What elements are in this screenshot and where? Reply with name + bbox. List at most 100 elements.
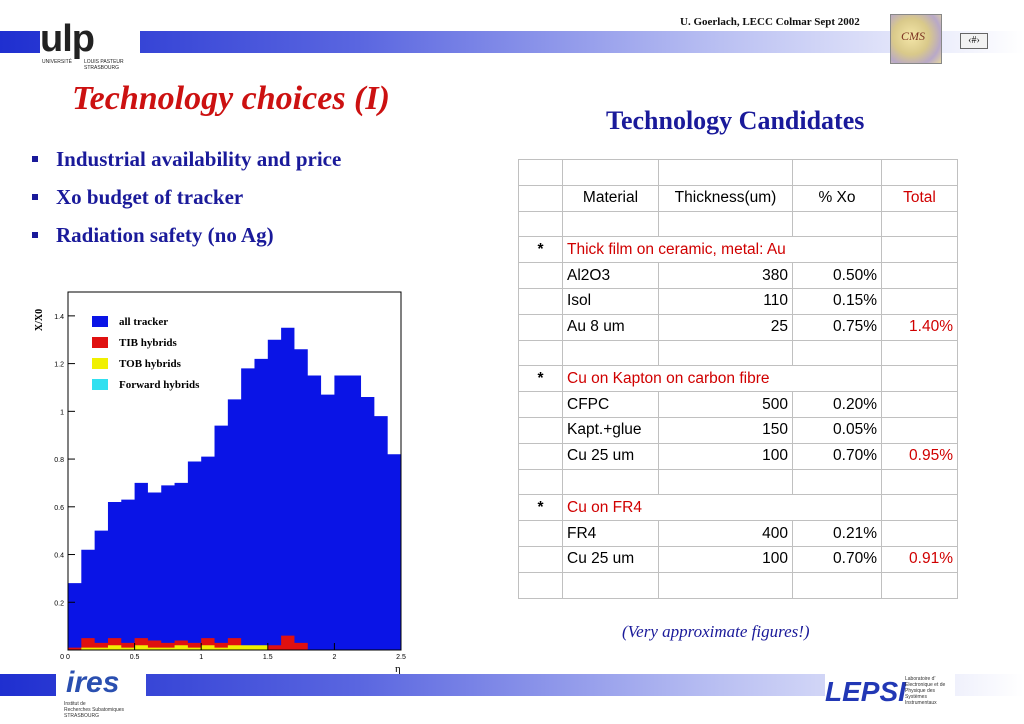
table-row — [518, 571, 958, 599]
series-area-0 — [68, 327, 401, 650]
cell-thickness: 100 — [658, 442, 793, 470]
cell-thickness: 150 — [658, 416, 793, 444]
x-tick-label: 0 — [66, 654, 70, 661]
cell-material: Al2O3 — [562, 262, 659, 289]
legend-swatch — [92, 337, 108, 348]
cell-thickness: 100 — [658, 545, 793, 573]
lepsi-logo-sub2: Electronique et de — [905, 682, 946, 688]
footer-band — [0, 674, 1024, 696]
bullet-list: Industrial availability and price Xo bud… — [32, 140, 341, 254]
bullet-square-icon — [32, 232, 38, 238]
cell-total: 0.95% — [881, 442, 958, 470]
plot-frame — [67, 291, 402, 651]
cell-total — [881, 416, 958, 444]
cms-logo-text: CMS — [901, 29, 925, 43]
y-tick-label: 1.2 — [54, 362, 64, 369]
slide-title: Technology choices (I) — [72, 80, 390, 117]
y-axis-label: X/X0 — [34, 309, 45, 331]
table-row: Cu 25 um 100 0.70% 0.91% — [518, 545, 958, 573]
cell-material: Au 8 um — [562, 313, 659, 341]
ires-logo-sub2: Recherches Subatomiques — [64, 707, 125, 713]
table-header-row: Material Thickness(um) % Xo Total — [518, 184, 958, 212]
cell-xo: 0.21% — [792, 520, 882, 547]
bullet-square-icon — [32, 156, 38, 162]
y-tick-label: 0.4 — [54, 553, 64, 560]
cell-xo: 0.70% — [792, 442, 882, 470]
legend-label: TOB hybrids — [119, 358, 182, 370]
x-axis-label: η — [395, 663, 401, 675]
cell-total — [881, 262, 958, 289]
ires-logo-sub3: STRASBOURG — [64, 713, 100, 719]
author-line: U. Goerlach, LECC Colmar Sept 2002 — [680, 16, 860, 28]
cell-material: Kapt.+glue — [562, 416, 659, 444]
x-tick-label: 2 — [332, 654, 336, 661]
lepsi-logo-sub1: Laboratoire d' — [905, 676, 936, 682]
bullet-item: Industrial availability and price — [32, 140, 341, 178]
legend-label: TIB hybrids — [119, 337, 177, 349]
bullet-item: Radiation safety (no Ag) — [32, 216, 341, 254]
group-title: Cu on Kapton on carbon fibre — [562, 365, 882, 393]
table-row — [518, 339, 958, 367]
page-number: ‹#› — [960, 33, 988, 49]
cell-xo: 0.50% — [792, 262, 882, 289]
bullet-square-icon — [32, 194, 38, 200]
ulp-logo-sub2: LOUIS PASTEUR STRASBOURG — [84, 59, 124, 71]
table-row: FR4 400 0.21% — [518, 520, 958, 547]
lepsi-logo: LEPSI Laboratoire d' Electronique et de Ph… — [825, 666, 955, 724]
cms-logo: CMS — [890, 14, 942, 64]
ulp-logo-word: ulp — [40, 18, 95, 60]
cell-total: 0.91% — [881, 545, 958, 573]
table-row: Isol 110 0.15% — [518, 287, 958, 315]
cell-thickness: 400 — [658, 520, 793, 547]
legend-label: all tracker — [119, 316, 168, 328]
series-area-1 — [68, 635, 401, 650]
group-star: * — [518, 236, 563, 264]
lepsi-logo-sub3: Physique des — [905, 688, 936, 694]
group-title-row: * Cu on FR4 — [518, 494, 958, 522]
cell-thickness: 380 — [658, 262, 793, 289]
cell-thickness: 25 — [658, 313, 793, 341]
y-tick-label: 1.4 — [54, 314, 64, 321]
header-material: Material — [562, 184, 659, 212]
table-row: CFPC 500 0.20% — [518, 391, 958, 418]
bullet-text: Radiation safety (no Ag) — [56, 222, 274, 247]
cell-material: FR4 — [562, 520, 659, 547]
x-tick-label: 0.5 — [130, 654, 140, 661]
y-tick-label: 0.6 — [54, 505, 64, 512]
cell-total: 1.40% — [881, 313, 958, 341]
cell-material: Cu 25 um — [562, 442, 659, 470]
y-tick-label: 0 — [60, 654, 64, 661]
y-tick-label: 0.8 — [54, 457, 64, 464]
group-star: * — [518, 365, 563, 393]
legend-label: Forward hybrids — [119, 379, 200, 391]
lepsi-logo-sub4: Systèmes — [905, 694, 927, 700]
ires-logo-sub1: Institut de — [64, 701, 86, 707]
series-area-2 — [68, 645, 401, 650]
ires-logo: ires Institut de Recherches Subatomiques S… — [56, 666, 146, 724]
technology-table: Material Thickness(um) % Xo Total * Thic… — [518, 159, 958, 599]
lepsi-logo-caption: Laboratoire d' Electronique et de Physique… — [905, 676, 945, 706]
lepsi-logo-sub5: Instrumentaux — [905, 700, 937, 706]
x-tick-label: 2.5 — [396, 654, 406, 661]
ires-logo-caption: Institut de Recherches Subatomiques STRASB… — [64, 701, 124, 719]
ulp-logo: ulp UNIVERSITÉ LOUIS PASTEUR STRASBOURG — [40, 18, 140, 71]
bullet-text: Industrial availability and price — [56, 146, 342, 171]
ulp-logo-sub3-text: STRASBOURG — [84, 65, 120, 71]
cell-material: CFPC — [562, 391, 659, 418]
group-title: Thick film on ceramic, metal: Au — [562, 236, 882, 264]
table-row: Cu 25 um 100 0.70% 0.95% — [518, 442, 958, 470]
cell-thickness: 500 — [658, 391, 793, 418]
x-tick-label: 1.5 — [263, 654, 273, 661]
header-total: Total — [881, 184, 958, 212]
lepsi-logo-word: LEPSI — [825, 676, 906, 707]
group-title-row: * Cu on Kapton on carbon fibre — [518, 365, 958, 393]
ulp-logo-sub1: UNIVERSITÉ — [42, 59, 73, 65]
group-star: * — [518, 494, 563, 522]
group-title: Cu on FR4 — [562, 494, 882, 522]
cell-xo: 0.05% — [792, 416, 882, 444]
cell-material: Cu 25 um — [562, 545, 659, 573]
material-budget-chart: 0.2 0.4 0.6 0.8 1 1.2 1.4 0 0.5 1 1.5 2 2.5 0 X/X0 η all… — [34, 291, 406, 675]
y-tick-label: 0.2 — [54, 600, 64, 607]
ulp-logo-sub2-text: LOUIS PASTEUR — [84, 59, 124, 65]
table-row: Kapt.+glue 150 0.05% — [518, 416, 958, 444]
